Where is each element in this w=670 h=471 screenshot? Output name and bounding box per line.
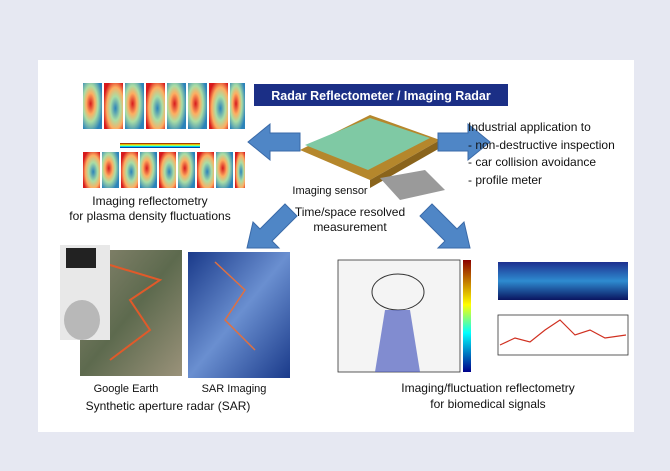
sar-label: SAR Imaging (202, 383, 267, 395)
industrial-item: - profile meter (468, 173, 542, 187)
sar-images (60, 245, 290, 378)
sensor-caption: measurement (313, 220, 387, 234)
bio-caption: for biomedical signals (430, 397, 545, 411)
plasma-label: Imaging reflectometry (92, 194, 207, 208)
bio-caption: Imaging/fluctuation reflectometry (401, 381, 574, 395)
sar-caption: Synthetic aperture radar (SAR) (86, 399, 251, 413)
sar-label: Google Earth (94, 383, 159, 395)
sensor-caption: Time/space resolved (295, 205, 405, 219)
title-box (254, 84, 508, 106)
plasma-heatmaps (83, 83, 245, 188)
industrial-item: - car collision avoidance (468, 155, 596, 169)
industrial-item: - non-destructive inspection (468, 138, 615, 152)
plasma-label: for plasma density fluctuations (69, 209, 230, 223)
bio-images (337, 259, 629, 373)
industrial-heading: Industrial application to (468, 120, 591, 134)
arrows (246, 122, 491, 249)
title: Radar Reflectometer / Imaging Radar (271, 89, 491, 103)
sensor-label: Imaging sensor (292, 185, 368, 197)
sensor-image (300, 115, 445, 200)
